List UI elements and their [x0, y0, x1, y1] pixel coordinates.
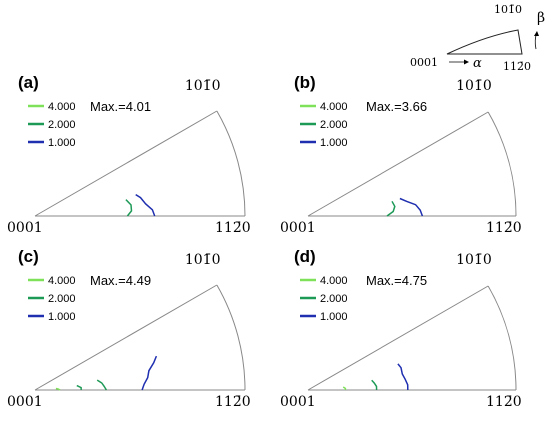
contour-line — [96, 379, 108, 391]
max-label: Max.=3.66 — [366, 99, 427, 114]
sector-diagonal — [307, 285, 489, 391]
legend-level-label: 4.000 — [48, 275, 76, 287]
contour-line — [397, 363, 409, 391]
y-corner-label: 101̄0 — [456, 252, 492, 268]
sector-diagonal — [34, 110, 218, 217]
sector-arc — [487, 111, 517, 217]
ipf-panel: (d) 0001 112̄0 101̄0 4.000 2.000 1.000 Max.=4.7… — [280, 247, 522, 410]
sector-diagonal — [34, 284, 218, 391]
legend-level-label: 4.000 — [320, 101, 348, 113]
legend-level-label: 1.000 — [320, 311, 348, 323]
contour-legend: 4.000 2.000 1.000 Max.=4.49 — [28, 273, 151, 323]
contour-legend: 4.000 2.000 1.000 Max.=4.01 — [28, 99, 151, 149]
contour-line — [135, 193, 156, 217]
legend-level-label: 1.000 — [320, 137, 348, 149]
contour-line — [141, 355, 158, 391]
y-corner-label: 101̄0 — [185, 78, 221, 94]
contour-line — [342, 386, 347, 390]
contour-line — [55, 387, 61, 391]
legend-level-label: 2.000 — [320, 119, 348, 131]
key-beta-label: β — [537, 10, 545, 26]
contour-line — [125, 199, 133, 217]
contour-line — [76, 384, 82, 391]
origin-label: 0001 — [280, 394, 316, 410]
contour-line — [399, 197, 424, 217]
legend-level-label: 2.000 — [48, 293, 76, 305]
panels: (a) 0001 112̄0 101̄0 4.000 2.000 1.000 Max.=4.0… — [7, 73, 522, 410]
max-label: Max.=4.01 — [90, 99, 151, 114]
x-corner-label: 112̄0 — [215, 220, 251, 236]
key-origin-label: 0001 — [410, 56, 438, 69]
key-corner-y-label: 101̄0 — [494, 3, 522, 16]
x-corner-label: 112̄0 — [486, 220, 522, 236]
sector-arc — [216, 110, 246, 217]
origin-label: 0001 — [280, 220, 316, 236]
origin-label: 0001 — [7, 220, 43, 236]
legend-level-label: 2.000 — [48, 119, 76, 131]
ipf-panel: (a) 0001 112̄0 101̄0 4.000 2.000 1.000 Max.=4.0… — [7, 73, 251, 236]
orientation-key: 101̄0 0001 112̄0 α β — [410, 3, 545, 73]
panel-label: (d) — [294, 247, 316, 266]
key-beta-arrowhead — [534, 31, 539, 36]
contour-line — [386, 200, 396, 217]
contour-legend: 4.000 2.000 1.000 Max.=3.66 — [300, 99, 427, 149]
key-alpha-arrowhead — [464, 59, 469, 65]
origin-label: 0001 — [7, 394, 43, 410]
panel-label: (c) — [18, 247, 39, 266]
y-corner-label: 101̄0 — [456, 78, 492, 94]
contour-line — [371, 379, 378, 391]
x-corner-label: 112̄0 — [486, 394, 522, 410]
key-corner-x-label: 112̄0 — [503, 60, 531, 73]
x-corner-label: 112̄0 — [215, 394, 251, 410]
contour-legend: 4.000 2.000 1.000 Max.=4.75 — [300, 273, 427, 323]
max-label: Max.=4.49 — [90, 273, 151, 288]
legend-level-label: 2.000 — [320, 293, 348, 305]
y-corner-label: 101̄0 — [185, 252, 221, 268]
legend-level-label: 4.000 — [48, 101, 76, 113]
panel-label: (b) — [294, 73, 316, 92]
key-triangle — [446, 29, 523, 55]
max-label: Max.=4.75 — [366, 273, 427, 288]
ipf-panel: (c) 0001 112̄0 101̄0 4.000 2.000 1.000 Max.=4.4… — [7, 247, 251, 410]
key-alpha-label: α — [473, 56, 482, 71]
sector-arc — [216, 284, 246, 391]
legend-level-label: 4.000 — [320, 275, 348, 287]
legend-level-label: 1.000 — [48, 137, 76, 149]
panel-label: (a) — [18, 73, 39, 92]
legend-level-label: 1.000 — [48, 311, 76, 323]
sector-diagonal — [307, 111, 489, 217]
ipf-panel: (b) 0001 112̄0 101̄0 4.000 2.000 1.000 Max.=3.6… — [280, 73, 522, 236]
sector-arc — [487, 285, 517, 391]
